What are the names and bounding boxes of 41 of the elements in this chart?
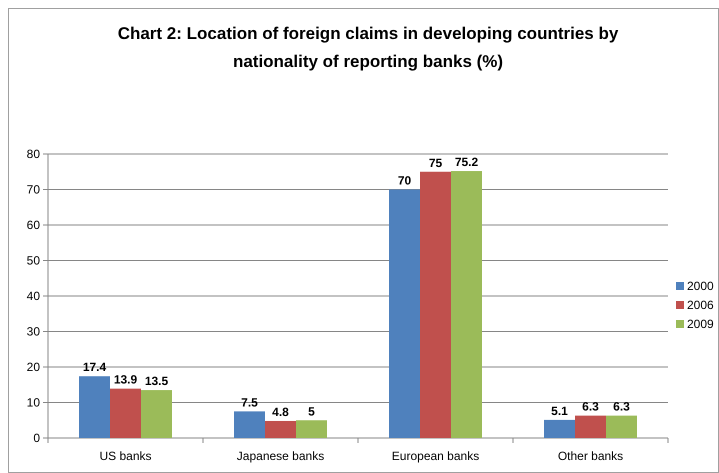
- data-label: 75.2: [454, 155, 478, 170]
- bar: [420, 172, 451, 438]
- bar: [234, 411, 265, 438]
- x-tick-label: European banks: [392, 449, 480, 463]
- x-tick-label: Other banks: [558, 449, 624, 463]
- legend-label: 2006: [687, 298, 714, 312]
- x-tick-label: Japanese banks: [236, 449, 324, 463]
- bar: [575, 416, 606, 438]
- data-label: 13.5: [144, 374, 168, 388]
- data-label: 5.1: [551, 404, 568, 418]
- data-label: 6.3: [613, 400, 630, 414]
- bar: [141, 390, 172, 438]
- bar: [606, 416, 637, 438]
- data-label: 17.4: [82, 360, 106, 374]
- data-label: 5: [308, 404, 316, 418]
- data-label: 7.5: [241, 395, 258, 410]
- y-tick-label: 70: [26, 182, 40, 197]
- data-label: 13.9: [114, 372, 138, 387]
- data-label: 4.8: [272, 404, 290, 419]
- bar: [544, 420, 575, 438]
- y-tick-label: 50: [26, 254, 40, 268]
- legend-label: 2000: [687, 279, 714, 294]
- y-tick-label: 0: [33, 431, 40, 446]
- bar: [389, 190, 420, 438]
- y-tick-label: 10: [26, 396, 40, 410]
- data-label: 70: [398, 174, 412, 188]
- y-tick-label: 80: [26, 147, 40, 162]
- legend-label: 2009: [687, 317, 714, 332]
- bar: [451, 171, 482, 438]
- chart-title: Chart 2: Location of foreign claims in developing countries by nationality of reporting banks (%): [118, 24, 619, 71]
- y-tick-label: 30: [26, 324, 40, 339]
- bar: [265, 420, 296, 438]
- bar: [110, 388, 141, 438]
- data-label: 6.3: [582, 400, 600, 414]
- bar: [79, 376, 110, 438]
- y-tick-label: 20: [26, 360, 40, 374]
- data-label: 75: [428, 156, 442, 170]
- bar: [296, 420, 327, 438]
- y-tick-label: 60: [26, 218, 40, 232]
- y-tick-label: 40: [26, 289, 40, 304]
- x-tick-label: US banks: [99, 449, 152, 463]
